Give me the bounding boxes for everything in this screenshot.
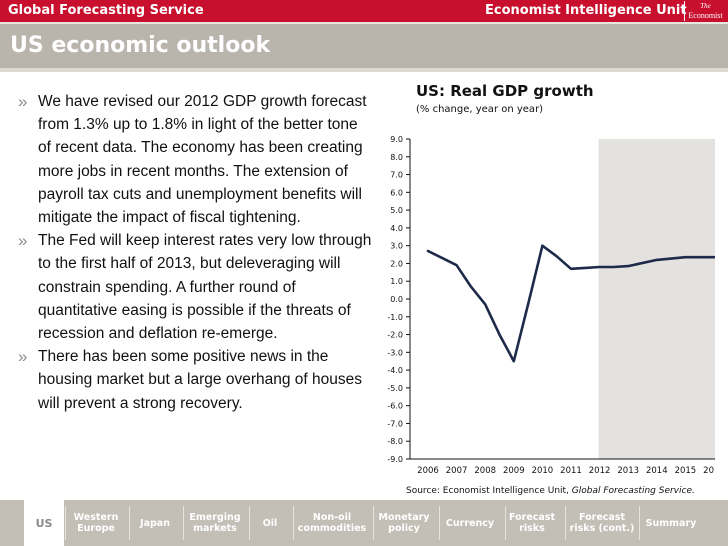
logo-the: The [700, 2, 711, 10]
x-tick-label: 2012 [589, 466, 611, 476]
nav-item-western-europe[interactable]: Western Europe [73, 512, 119, 534]
y-tick-label: 8.0 [390, 153, 403, 162]
x-tick-label: 2013 [617, 466, 639, 476]
nav-item-currency[interactable]: Currency [445, 517, 495, 529]
x-tick-label: 2011 [560, 466, 582, 476]
bullet-item: » There has been some positive news in t… [18, 345, 373, 415]
y-tick-label: 7.0 [390, 171, 403, 180]
y-tick-label: -9.0 [387, 455, 403, 464]
chart-source-italic: Global Forecasting Service. [571, 486, 695, 496]
nav-item-forecast-risks[interactable]: Forecast risks [509, 512, 555, 534]
bullet-text: We have revised our 2012 GDP growth fore… [38, 93, 367, 227]
bullet-text: There has been some positive news in the… [38, 348, 362, 412]
economist-logo: The Economist [684, 1, 726, 21]
y-tick-label: 6.0 [390, 188, 403, 197]
x-tick-label: 2008 [474, 466, 496, 476]
y-tick-label: 0.0 [390, 295, 403, 304]
y-tick-label: -1.0 [387, 313, 403, 322]
y-tick-label: -3.0 [387, 348, 403, 357]
nav-item-japan[interactable]: Japan [140, 517, 170, 529]
y-tick-label: -7.0 [387, 419, 403, 428]
nav-item-oil[interactable]: Oil [262, 517, 278, 529]
nav-item-non-oil-commodities[interactable]: Non-oil commodities [297, 512, 367, 534]
bullet-marker: » [18, 92, 28, 111]
y-tick-label: 9.0 [390, 135, 403, 144]
bottom-nav: US Western Europe Japan Emerging markets Oil… [0, 500, 728, 546]
bullet-item: » We have revised our 2012 GDP growth fo… [18, 90, 373, 229]
x-tick-label: 2006 [417, 466, 439, 476]
bullet-marker: » [18, 231, 28, 251]
nav-item-forecast-risks-cont[interactable]: Forecast risks (cont.) [569, 512, 635, 534]
y-tick-label: -8.0 [387, 437, 403, 446]
title-rule [0, 68, 728, 72]
x-tick-label: 2010 [532, 466, 554, 476]
y-tick-label: -4.0 [387, 366, 403, 375]
top-bar: Global Forecasting Service Economist Int… [0, 0, 728, 22]
nav-item-us[interactable]: US [24, 500, 64, 546]
nav-separator [293, 506, 294, 540]
bullet-list: » We have revised our 2012 GDP growth fo… [18, 90, 373, 415]
nav-separator [183, 506, 184, 540]
nav-item-emerging-markets[interactable]: Emerging markets [189, 512, 241, 534]
y-tick-label: 2.0 [390, 259, 403, 268]
bullet-marker: » [18, 347, 28, 367]
forecast-band [598, 139, 715, 459]
eiu-name: Economist Intelligence Unit [485, 3, 687, 18]
gdp-series-line [426, 244, 715, 363]
bullet-item: » The Fed will keep interest rates very … [18, 229, 373, 345]
nav-item-monetary-policy[interactable]: Monetary policy [378, 512, 430, 534]
y-tick-label: 5.0 [390, 206, 403, 215]
nav-separator [65, 506, 66, 540]
y-tick-label: 4.0 [390, 224, 403, 233]
nav-separator [505, 506, 506, 540]
nav-item-summary[interactable]: Summary [645, 517, 697, 529]
y-tick-label: -6.0 [387, 402, 403, 411]
title-band: US economic outlook [0, 22, 728, 68]
y-tick-label: -5.0 [387, 384, 403, 393]
x-tick-label: 2016 [703, 466, 715, 476]
nav-separator [129, 506, 130, 540]
service-name: Global Forecasting Service [8, 3, 204, 18]
x-tick-label: 2014 [646, 466, 668, 476]
y-tick-label: 3.0 [390, 242, 403, 251]
chart-source: Source: Economist Intelligence Unit, Glo… [406, 486, 695, 496]
x-tick-label: 2015 [675, 466, 697, 476]
chart-source-prefix: Source: Economist Intelligence Unit, [406, 486, 572, 496]
nav-separator [249, 506, 250, 540]
x-tick-label: 2007 [446, 466, 468, 476]
nav-separator [565, 506, 566, 540]
chart-title: US: Real GDP growth [416, 82, 594, 100]
gdp-growth-chart: 9.0 8.0 7.0 6.0 5.0 4.0 3.0 2.0 1.0 0.0 -1.0 -2.0 -3… [387, 135, 715, 476]
y-tick-label: -2.0 [387, 331, 403, 340]
logo-name: Economist [688, 11, 723, 20]
y-tick-label: 1.0 [390, 277, 403, 286]
bullet-text: The Fed will keep interest rates very lo… [38, 232, 372, 343]
page-title: US economic outlook [10, 33, 271, 58]
nav-separator [439, 506, 440, 540]
nav-separator [373, 506, 374, 540]
x-tick-label: 2009 [503, 466, 525, 476]
chart-subtitle: (% change, year on year) [416, 104, 544, 115]
nav-separator [639, 506, 640, 540]
